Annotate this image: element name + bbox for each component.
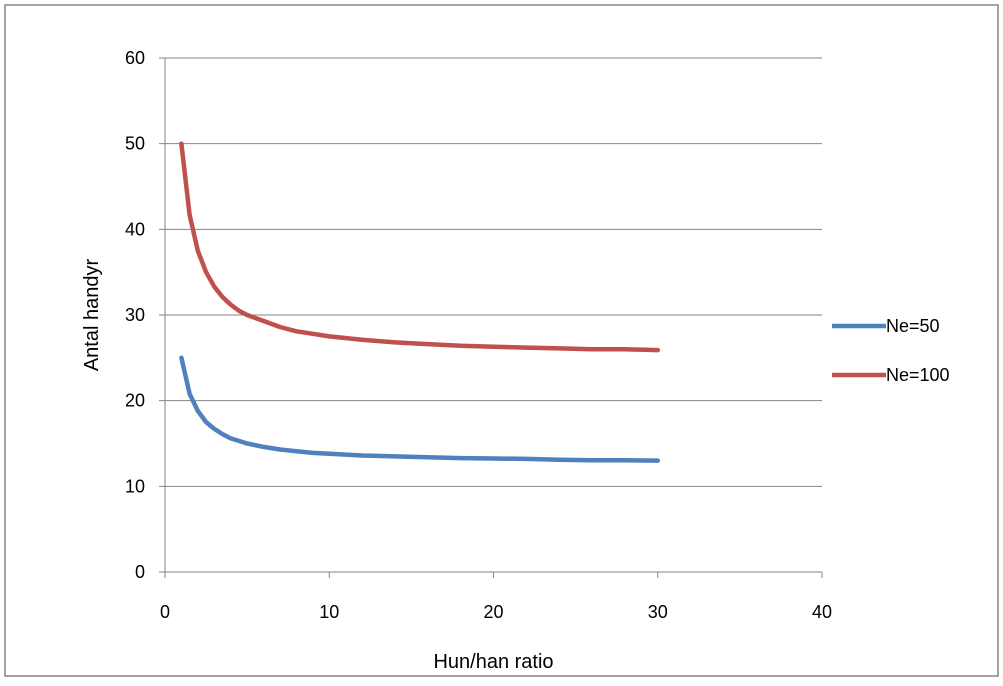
y-tick-label: 20: [125, 391, 145, 411]
y-tick-label: 30: [125, 305, 145, 325]
x-axis-title: Hun/han ratio: [433, 651, 553, 673]
chart-frame: [4, 4, 999, 677]
series-line-0: [179, 355, 661, 463]
gridlines: [165, 57, 822, 487]
axes: [159, 57, 823, 578]
y-tick-label: 60: [125, 48, 145, 68]
y-tick-label: 10: [125, 476, 145, 496]
series-line-1: [179, 141, 661, 353]
tick-labels: 0 10 20 30 40 50 60 0 10 20 30 40: [125, 48, 832, 622]
legend-label-1: Ne=100: [886, 365, 950, 385]
legend: Ne=50 Ne=100: [832, 316, 950, 385]
y-tick-label: 50: [125, 134, 145, 154]
legend-label-0: Ne=50: [886, 316, 940, 336]
y-tick-label: 40: [125, 219, 145, 239]
y-tick-label: 0: [135, 562, 145, 582]
x-tick-label: 20: [483, 602, 503, 622]
x-tick-label: 0: [160, 602, 170, 622]
x-tick-label: 10: [319, 602, 339, 622]
x-tick-label: 30: [648, 602, 668, 622]
x-tick-label: 40: [812, 602, 832, 622]
y-axis-title: Antal handyr: [81, 259, 103, 372]
series-lines: [179, 141, 661, 463]
